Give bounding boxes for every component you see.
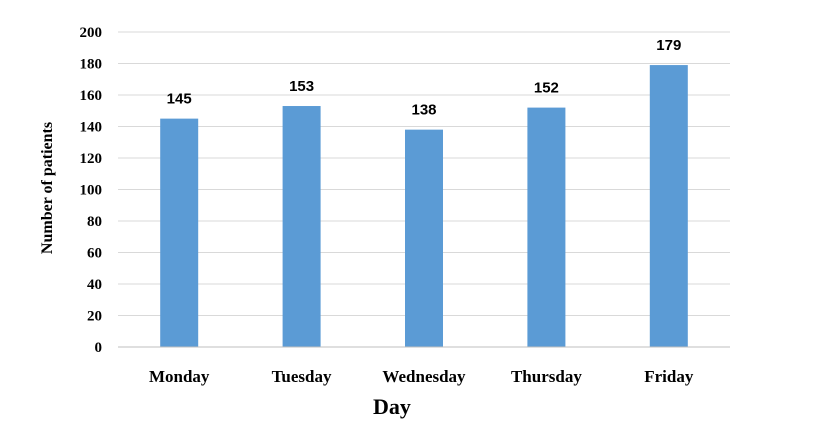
bar-tuesday <box>282 106 321 348</box>
bar-friday <box>649 65 688 347</box>
x-tick-label: Monday <box>149 367 210 386</box>
y-tick-label: 180 <box>80 57 103 73</box>
data-label: 145 <box>167 91 192 108</box>
y-tick-label: 120 <box>80 151 103 167</box>
y-tick-label: 0 <box>95 340 103 356</box>
y-axis-title: Number of patients <box>39 122 56 254</box>
data-label: 179 <box>656 37 681 54</box>
x-axis-title: Day <box>373 394 411 419</box>
bar-wednesday <box>405 129 443 347</box>
y-tick-label: 40 <box>87 277 102 293</box>
y-tick-label: 60 <box>87 246 102 262</box>
y-tick-label: 20 <box>87 309 102 325</box>
y-tick-label: 200 <box>80 25 103 41</box>
y-tick-label: 80 <box>87 214 102 230</box>
x-tick-label: Thursday <box>511 367 582 386</box>
y-tick-label: 160 <box>80 88 103 104</box>
data-label: 152 <box>534 80 559 97</box>
bar-monday <box>160 118 199 347</box>
y-tick-label: 140 <box>80 120 103 136</box>
bars <box>160 65 688 348</box>
bar-thursday <box>527 107 566 347</box>
y-tick-label: 100 <box>80 183 103 199</box>
data-label: 153 <box>289 78 314 95</box>
data-label: 138 <box>411 102 436 119</box>
x-tick-label: Friday <box>644 367 694 386</box>
y-axis-ticks: 0 20 40 60 80 100 120 140 160 180 200 <box>80 25 103 356</box>
data-labels: 145 153 138 152 179 <box>167 37 682 119</box>
x-tick-label: Wednesday <box>382 367 466 386</box>
x-axis-ticks: Monday Tuesday Wednesday Thursday Friday <box>149 367 694 386</box>
x-tick-label: Tuesday <box>272 367 332 386</box>
